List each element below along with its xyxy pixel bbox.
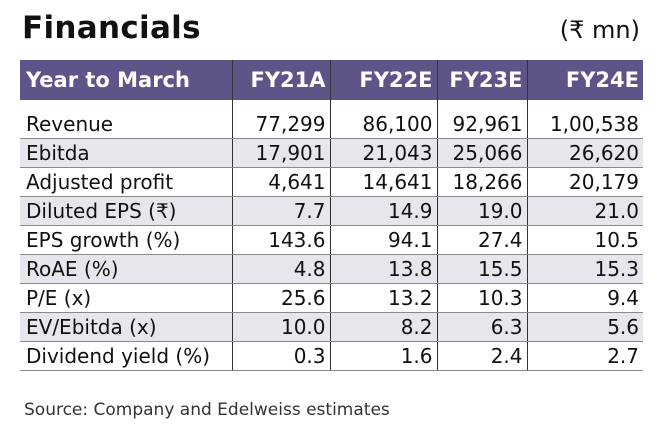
cell-value: 10.0 xyxy=(231,312,330,342)
cell-value: 25,066 xyxy=(436,138,527,168)
cell-value: 143.6 xyxy=(231,225,330,255)
cell-value: 9.4 xyxy=(526,283,643,313)
cell-value: 14.9 xyxy=(329,196,437,226)
cell-value: 21.0 xyxy=(526,196,643,226)
row-label: EV/Ebitda (x) xyxy=(20,312,232,342)
cell-value: 5.6 xyxy=(526,312,643,342)
cell-value: 1.6 xyxy=(329,341,437,371)
cell-value: 10.3 xyxy=(436,283,527,313)
table-row: Dividend yield (%) 0.3 1.6 2.4 2.7 xyxy=(20,341,643,371)
cell-value: 15.5 xyxy=(436,254,527,284)
cell-value: 13.8 xyxy=(329,254,437,284)
cell-value: 92,961 xyxy=(436,100,527,139)
table-row: Adjusted profit 4,641 14,641 18,266 20,179 xyxy=(20,167,643,197)
cell-value: 10.5 xyxy=(526,225,643,255)
cell-value: 6.3 xyxy=(436,312,527,342)
row-label: Ebitda xyxy=(20,138,232,168)
cell-value: 14,641 xyxy=(329,167,437,197)
table-row: Ebitda 17,901 21,043 25,066 26,620 xyxy=(20,138,643,168)
column-header: FY24E xyxy=(526,60,643,100)
cell-value: 21,043 xyxy=(329,138,437,168)
page-title: Financials xyxy=(22,10,201,46)
cell-value: 1,00,538 xyxy=(526,100,643,139)
cell-value: 26,620 xyxy=(526,138,643,168)
table-row: Diluted EPS (₹) 7.7 14.9 19.0 21.0 xyxy=(20,196,643,226)
cell-value: 8.2 xyxy=(329,312,437,342)
cell-value: 4,641 xyxy=(231,167,330,197)
table-row: Revenue 77,299 86,100 92,961 1,00,538 xyxy=(20,100,643,139)
cell-value: 4.8 xyxy=(231,254,330,284)
row-label: Adjusted profit xyxy=(20,167,232,197)
cell-value: 18,266 xyxy=(436,167,527,197)
row-label: Revenue xyxy=(20,100,232,139)
unit-label: (₹ mn) xyxy=(559,16,640,44)
source-note: Source: Company and Edelweiss estimates xyxy=(24,400,390,420)
cell-value: 27.4 xyxy=(436,225,527,255)
cell-value: 13.2 xyxy=(329,283,437,313)
row-label: P/E (x) xyxy=(20,283,232,313)
cell-value: 15.3 xyxy=(526,254,643,284)
financials-table: Year to March FY21A FY22E FY23E FY24E Re… xyxy=(20,60,643,371)
table-row: RoAE (%) 4.8 13.8 15.5 15.3 xyxy=(20,254,643,284)
cell-value: 7.7 xyxy=(231,196,330,226)
cell-value: 17,901 xyxy=(231,138,330,168)
row-label: RoAE (%) xyxy=(20,254,232,284)
row-label: EPS growth (%) xyxy=(20,225,232,255)
table-row: EPS growth (%) 143.6 94.1 27.4 10.5 xyxy=(20,225,643,255)
header-row: Year to March FY21A FY22E FY23E FY24E xyxy=(20,60,643,100)
cell-value: 77,299 xyxy=(231,100,330,139)
cell-value: 20,179 xyxy=(526,167,643,197)
cell-value: 2.7 xyxy=(526,341,643,371)
cell-value: 94.1 xyxy=(329,225,437,255)
cell-value: 25.6 xyxy=(231,283,330,313)
column-header: Year to March xyxy=(20,60,232,100)
column-header: FY23E xyxy=(436,60,527,100)
cell-value: 2.4 xyxy=(436,341,527,371)
cell-value: 86,100 xyxy=(329,100,437,139)
table-row: EV/Ebitda (x) 10.0 8.2 6.3 5.6 xyxy=(20,312,643,342)
column-header: FY21A xyxy=(231,60,330,100)
row-label: Dividend yield (%) xyxy=(20,341,232,371)
cell-value: 0.3 xyxy=(231,341,330,371)
table-row: P/E (x) 25.6 13.2 10.3 9.4 xyxy=(20,283,643,313)
column-header: FY22E xyxy=(329,60,437,100)
cell-value: 19.0 xyxy=(436,196,527,226)
row-label: Diluted EPS (₹) xyxy=(20,196,232,226)
